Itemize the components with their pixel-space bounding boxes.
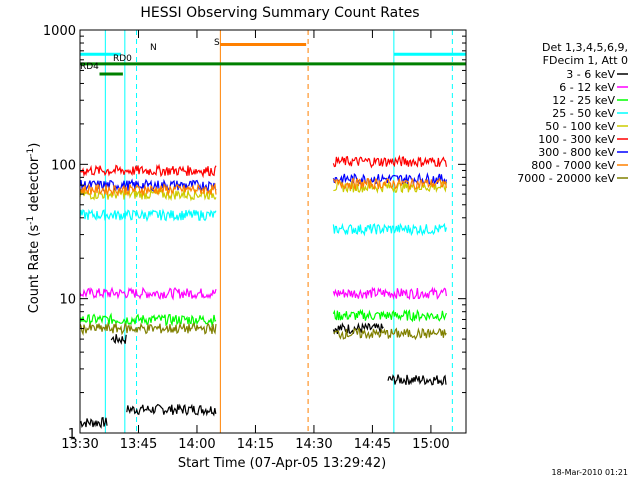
y-tick-label-3: 100 [51, 158, 76, 173]
footer-date: 18-Mar-2010 01:21 [552, 468, 629, 477]
legend-label-4: 25 - 50 keV [552, 107, 615, 120]
state-label-n: N [150, 43, 157, 53]
chart-title: HESSI Observing Summary Count Rates [140, 5, 419, 21]
series-2-segment-1 [79, 286, 217, 301]
y-axis: 1 10 100 1000 [43, 24, 466, 442]
x-tick-label-3: 14:00 [178, 437, 215, 452]
series-3-segment-2 [332, 308, 447, 323]
y-axis-label-part1: Count Rate (s [27, 225, 42, 314]
y-tick-label-2: 10 [59, 293, 76, 308]
x-tick-label-1: 13:30 [61, 437, 98, 452]
series-8-segment-2 [332, 177, 447, 191]
series-9-segment-2 [333, 327, 447, 341]
x-tick-label-2: 13:45 [120, 437, 157, 452]
series-5-segment-1 [79, 186, 217, 202]
x-tick-label-5: 14:30 [295, 437, 332, 452]
series-1-segment-1 [79, 416, 108, 429]
series-6-segment-2 [332, 154, 447, 169]
legend-label-7: 300 - 800 keV [538, 146, 615, 159]
legend-label-5: 50 - 100 keV [545, 120, 615, 133]
state-label-rd4: RD4 [80, 62, 99, 72]
x-axis: 13:30 13:45 14:00 14:15 14:30 14:45 15:00 [61, 30, 450, 452]
y-axis-label-sup1: -1 [26, 216, 36, 225]
legend-label-9: 7000 - 20000 keV [517, 172, 615, 185]
series-1-segment-3 [126, 403, 217, 417]
series-9-segment-1 [79, 321, 217, 337]
legend-label-6: 100 - 300 keV [538, 133, 615, 146]
y-tick-label-1: 1 [68, 427, 76, 442]
series-3-segment-1 [79, 312, 217, 328]
series-6-segment-1 [79, 163, 217, 179]
legend-header-line2: FDecim 1, Att 0 [543, 54, 628, 67]
y-axis-label-part2: detector [27, 156, 42, 216]
series-4-segment-2 [332, 222, 447, 237]
plot-frame [79, 29, 467, 434]
legend-label-1: 3 - 6 keV [566, 68, 615, 81]
legend-label-3: 12 - 25 keV [552, 94, 615, 107]
x-axis-label: Start Time (07-Apr-05 13:29:42) [178, 456, 386, 471]
legend-label-2: 6 - 12 keV [559, 81, 615, 94]
x-tick-label-7: 15:00 [412, 437, 449, 452]
series-1-segment-4 [332, 322, 384, 335]
legend: Det 1,3,4,5,6,9, FDecim 1, Att 0 3 - 6 k… [517, 41, 628, 185]
series-1-segment-5 [387, 374, 447, 386]
legend-header-line1: Det 1,3,4,5,6,9, [542, 41, 628, 54]
series-8-segment-1 [79, 182, 217, 198]
x-tick-label-4: 14:15 [237, 437, 274, 452]
series-1-segment-2 [110, 334, 127, 345]
series-4-segment-1 [79, 208, 217, 223]
y-axis-label: Count Rate (s-1 detector-1) [26, 143, 42, 314]
series-2-segment-2 [332, 286, 447, 301]
state-label-s: S [214, 38, 220, 48]
series-7-segment-2 [332, 171, 447, 186]
plot-area: N S RD0 RD4 [79, 29, 467, 434]
state-label-rd0: RD0 [113, 54, 132, 64]
legend-label-8: 800 - 7000 keV [531, 159, 615, 172]
y-axis-label-sup2: -1 [26, 148, 36, 157]
y-axis-label-part3: ) [27, 143, 42, 148]
y-tick-label-4: 1000 [43, 24, 76, 39]
x-tick-label-6: 14:45 [354, 437, 391, 452]
